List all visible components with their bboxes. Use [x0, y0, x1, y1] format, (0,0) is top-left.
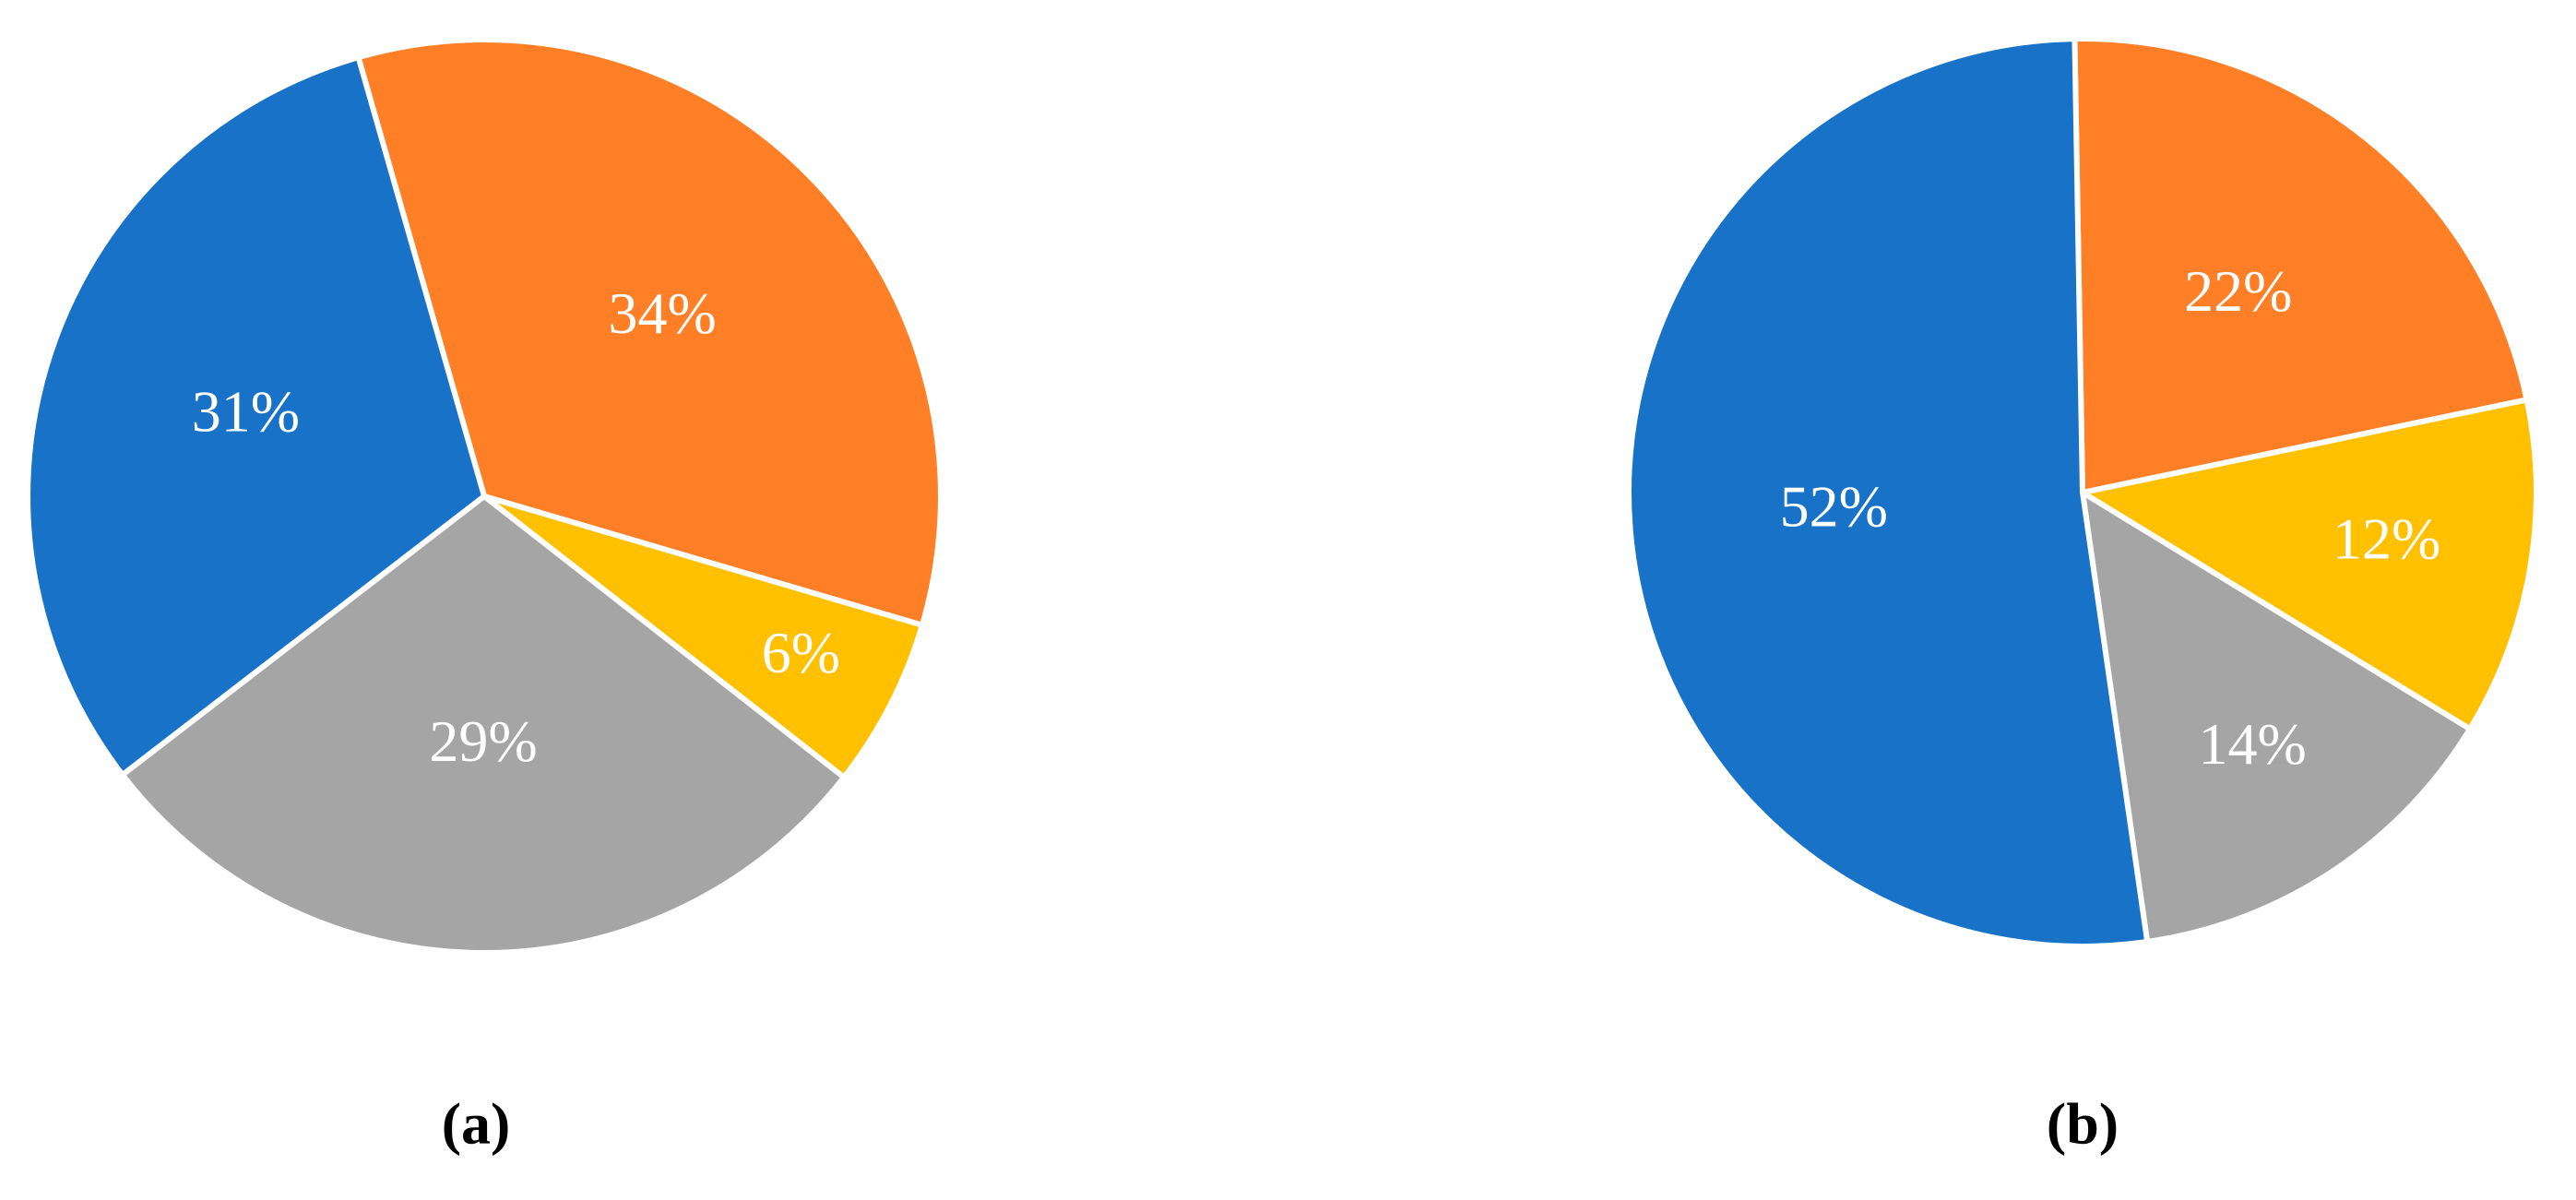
pie-slice: [25, 54, 487, 778]
value-label: 34%: [609, 280, 717, 346]
pie-slice: [481, 493, 925, 780]
chart-label: (a): [442, 1091, 511, 1157]
pie-slice: [119, 493, 848, 956]
pie-slice: [2071, 36, 2530, 495]
value-label: 22%: [2184, 258, 2292, 324]
value-label: 29%: [429, 708, 537, 774]
value-label: 6%: [762, 620, 840, 685]
chart-label: (b): [2047, 1091, 2119, 1157]
value-label: 12%: [2333, 506, 2440, 572]
value-label: 14%: [2199, 711, 2307, 777]
pie-slice: [2080, 397, 2539, 732]
value-label: 52%: [1780, 473, 1888, 539]
value-label: 31%: [192, 379, 300, 445]
pie-slice: [2080, 490, 2473, 945]
pie-slice: [1626, 36, 2151, 949]
pie-slice: [355, 37, 944, 628]
